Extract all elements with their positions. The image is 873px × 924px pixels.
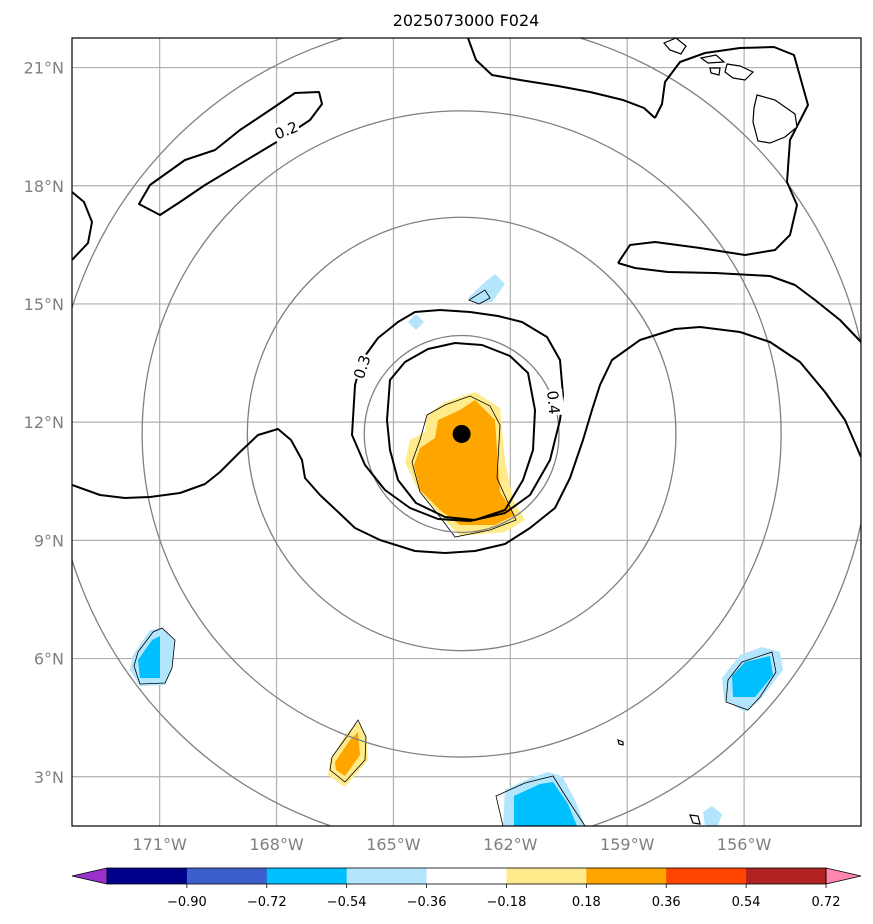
colorbar-segment <box>107 868 188 884</box>
south-positive-outline <box>329 719 367 783</box>
latitude-tick-label: 12°N <box>24 413 64 432</box>
longitude-tick-label: 165°W <box>366 835 421 854</box>
contour-east <box>617 262 861 343</box>
colorbar-segment <box>506 868 587 884</box>
longitude-tick-label: 159°W <box>600 835 655 854</box>
colorbar-extend-high <box>825 867 862 885</box>
latitude-tick-label: 15°N <box>24 295 64 314</box>
contour-0.3 <box>72 326 861 554</box>
storm-positive-anomaly-core <box>414 400 515 525</box>
positive-shading <box>328 392 525 787</box>
contour-label-background <box>270 116 302 143</box>
range-ring <box>363 334 560 534</box>
east-negative-anomaly-core <box>732 656 773 697</box>
longitude-tick-label: 156°W <box>717 835 772 854</box>
colorbar-frame <box>106 867 827 885</box>
island-molokai <box>709 67 721 76</box>
colorbar-segment <box>426 868 507 884</box>
contour-label-background <box>544 388 565 417</box>
colorbar-segment <box>746 868 827 884</box>
small-negative-patch-2 <box>468 274 505 304</box>
contour-label-text: 0.4 <box>543 390 563 415</box>
colorbar-segment <box>186 868 268 884</box>
negative-shading <box>130 274 783 826</box>
small-negative-outline <box>468 289 491 305</box>
contour-0.3-loop <box>351 309 564 522</box>
island-oahu <box>699 54 726 64</box>
colorbar-segment <box>666 868 747 884</box>
colorbar-tick-label: −0.18 <box>487 895 527 910</box>
contour-label: 0.4 <box>543 388 565 417</box>
colorbar-tick-label: 0.54 <box>732 895 761 910</box>
east-anomaly-outline <box>725 651 777 711</box>
contour-0.4 <box>386 342 536 521</box>
south-positive-anomaly-core <box>335 732 360 776</box>
contour-label-background <box>348 351 374 382</box>
west-negative-anomaly-core <box>138 636 160 678</box>
latitude-tick-label: 3°N <box>34 768 64 787</box>
latitude-tick-label: 18°N <box>24 177 64 196</box>
island-niihau-kauai <box>663 38 687 55</box>
west-anomaly-outline <box>133 627 176 685</box>
thick-contours <box>72 38 861 554</box>
colorbar-segment <box>266 868 348 884</box>
longitude-tick-label: 171°W <box>132 835 187 854</box>
latitude-tick-label: 21°N <box>24 59 64 78</box>
colorbar-tick-label: −0.54 <box>327 895 367 910</box>
south-negative-outline <box>495 775 586 826</box>
island-maui <box>724 63 755 81</box>
colorbar-tick-label: −0.90 <box>167 895 207 910</box>
shading-outline-contours <box>133 289 777 826</box>
colorbar-tick-label: 0.18 <box>572 895 601 910</box>
latitude-tick-label: 6°N <box>34 650 64 669</box>
colorbar-segment <box>346 868 428 884</box>
range-rings <box>72 38 861 826</box>
island-small-south <box>617 739 624 746</box>
colorbar-tick-label: −0.36 <box>407 895 447 910</box>
figure-title: 2025073000 F024 <box>393 11 540 30</box>
longitude-tick-label: 168°W <box>249 835 304 854</box>
storm-anomaly-outline <box>411 395 517 538</box>
colorbar-extend-low <box>71 867 108 885</box>
contour-northeast <box>617 46 809 264</box>
island-hawaii <box>752 94 798 144</box>
island-small-southeast <box>689 814 701 825</box>
colorbar-tick-label: −0.72 <box>247 895 287 910</box>
colorbar-tick-label: 0.36 <box>652 895 681 910</box>
storm-center-marker <box>452 424 471 443</box>
colorbar-tick-label: 0.72 <box>812 895 841 910</box>
map-frame <box>71 37 862 827</box>
islands <box>617 38 798 825</box>
range-ring <box>141 110 782 758</box>
small-negative-patch-1 <box>408 314 424 330</box>
contour-west-edge <box>72 191 93 261</box>
south-negative-anomaly-core <box>514 782 577 826</box>
contour-north-center <box>467 38 656 119</box>
map-content <box>72 38 861 826</box>
contour-0.2-north <box>138 91 323 216</box>
colorbar-segment <box>586 868 667 884</box>
latitude-tick-label: 9°N <box>34 531 64 550</box>
axis-tick-labels: 171°W 168°W 165°W 162°W 159°W 156°W 3°N 6°N 9°N 1… <box>24 59 772 854</box>
range-ring <box>246 216 677 652</box>
longitude-tick-label: 162°W <box>483 835 538 854</box>
small-negative-patch-3 <box>703 806 722 826</box>
colorbar: −0.90 −0.72 −0.54 −0.36 −0.18 0.18 0.36 0.54 0.7… <box>71 867 862 910</box>
